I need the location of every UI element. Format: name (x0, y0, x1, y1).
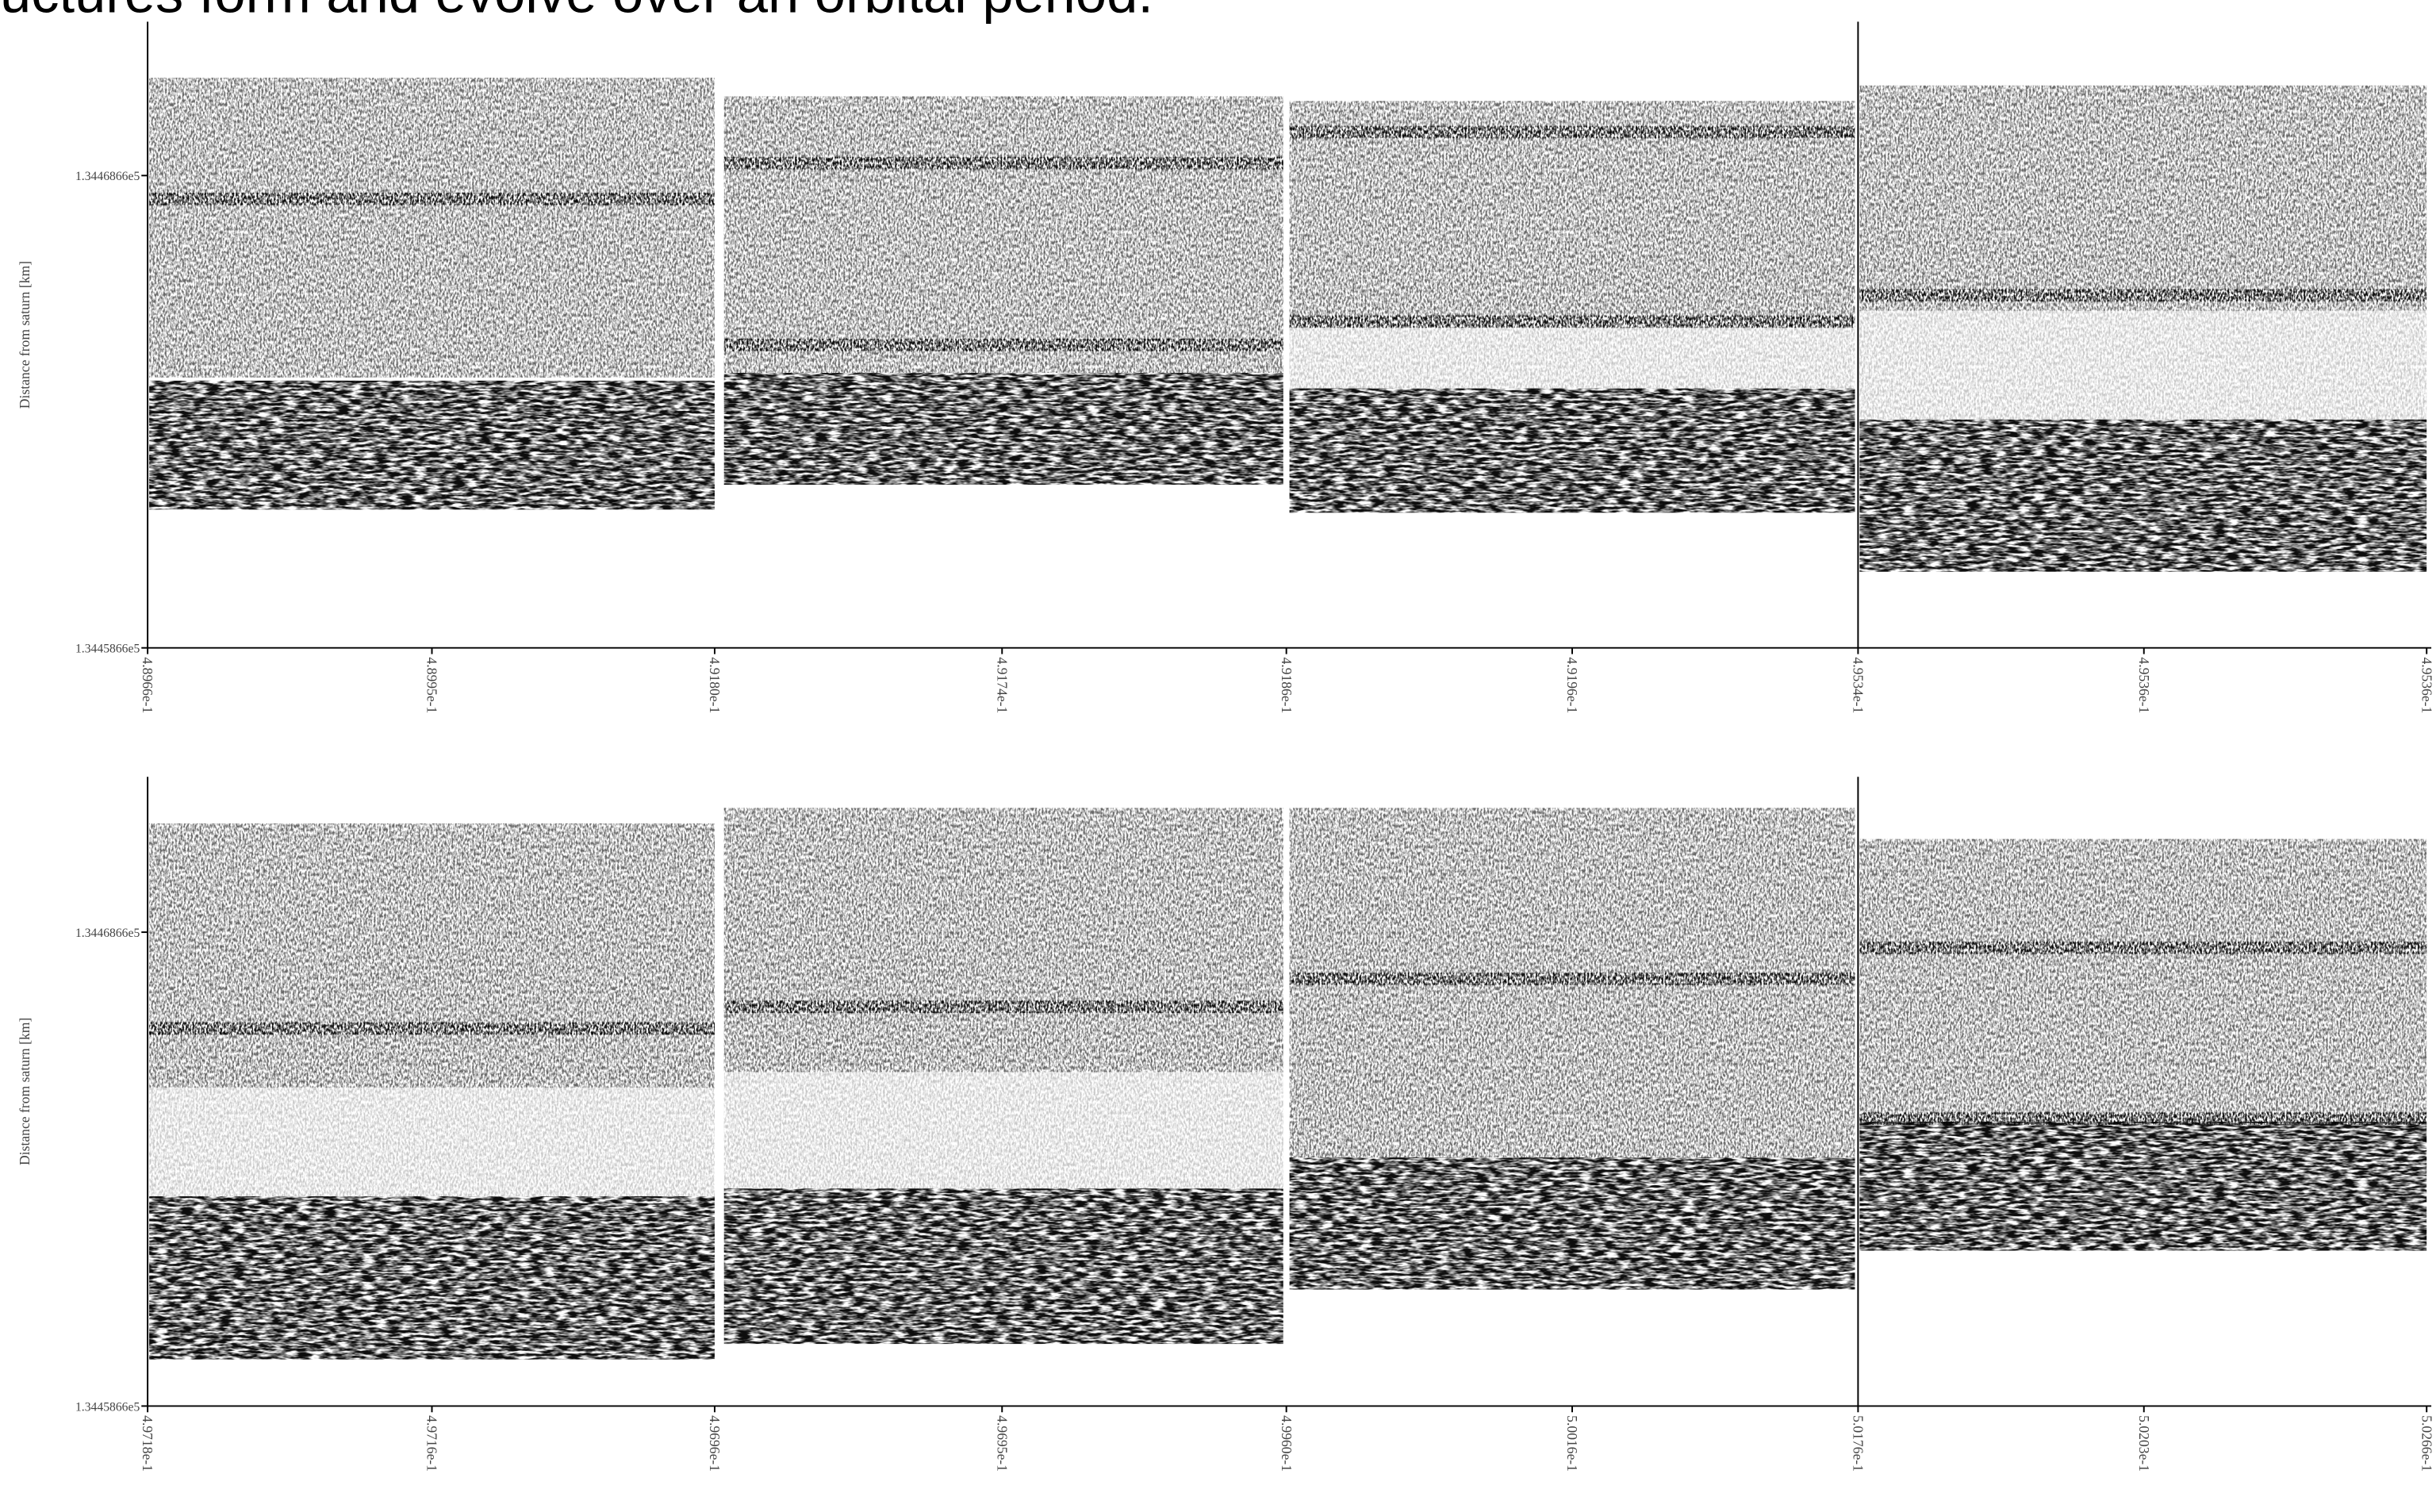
x-tick-label: 4.9716e-1 (424, 1415, 440, 1472)
x-tick-label: 5.0203e-1 (2136, 1415, 2152, 1472)
x-tick-label: 4.9186e-1 (1279, 657, 1295, 713)
x-tick-label: 4.9196e-1 (1564, 657, 1580, 713)
particle-band (149, 1196, 715, 1360)
x-tick-label: 4.8966e-1 (140, 657, 155, 713)
particle-field (723, 96, 1283, 374)
density-ridge (149, 1022, 715, 1035)
particle-gap (1859, 310, 2427, 420)
particle-field (1859, 85, 2427, 311)
density-ridge (723, 338, 1283, 351)
x-tick-label: 5.0016e-1 (1564, 1415, 1580, 1472)
particle-field (723, 808, 1283, 1073)
x-tick-label: 4.9536e-1 (2419, 657, 2434, 713)
y-tick-label: 1.3446866e5 (75, 170, 140, 183)
x-tick-label: 4.9536e-1 (2136, 657, 2152, 713)
x-tick-label: 4.9534e-1 (1851, 657, 1866, 713)
subplot: 1.3446866e5 1.3445866e5 Distance from satu… (17, 777, 2434, 1472)
density-ridge (1859, 941, 2427, 954)
particle-band (1289, 1157, 1855, 1290)
density-ridge (1289, 125, 1855, 139)
y-axis-label: Distance from saturn [km] (17, 261, 33, 409)
particle-band (723, 1188, 1283, 1345)
density-ridge (1289, 973, 1855, 985)
x-tick-label: 4.9174e-1 (994, 657, 1010, 713)
particle-gap (723, 1072, 1283, 1189)
x-tick-label: 4.9695e-1 (994, 1415, 1010, 1472)
particle-band (149, 380, 715, 510)
y-tick-label: 1.3446866e5 (75, 927, 140, 940)
subplot: 1.3446866e5 1.3445866e5 Distance from satu… (17, 21, 2434, 713)
title: uctures form and evolve over an orbital … (0, 0, 1153, 25)
x-tick-label: 4.9960e-1 (1279, 1415, 1295, 1472)
particle-band (1859, 1122, 2427, 1251)
particle-band (1859, 419, 2427, 572)
y-tick-label: 1.3445866e5 (75, 1400, 140, 1414)
particle-field (1289, 101, 1855, 327)
particle-field (149, 77, 715, 378)
x-tick-label: 5.0176e-1 (1851, 1415, 1866, 1472)
x-tick-label: 4.9718e-1 (140, 1415, 155, 1472)
y-axis-label: Distance from saturn [km] (17, 1018, 33, 1165)
x-tick-label: 5.0266e-1 (2419, 1415, 2434, 1472)
density-ridge (1859, 289, 2427, 301)
density-ridge (149, 192, 715, 205)
particle-gap (1289, 326, 1855, 389)
y-tick-label: 1.3445866e5 (75, 643, 140, 656)
particle-band (1289, 388, 1855, 513)
density-ridge (1859, 1112, 2427, 1125)
density-ridge (723, 156, 1283, 170)
particle-band (723, 373, 1283, 485)
x-tick-label: 4.8995e-1 (424, 657, 440, 713)
density-ridge (1289, 315, 1855, 328)
x-tick-label: 4.9180e-1 (707, 657, 723, 713)
particle-field (1859, 839, 2427, 1122)
particle-gap (149, 1087, 715, 1197)
x-tick-label: 4.9696e-1 (707, 1415, 723, 1472)
density-ridge (723, 1000, 1283, 1013)
particle-field (149, 823, 715, 1088)
